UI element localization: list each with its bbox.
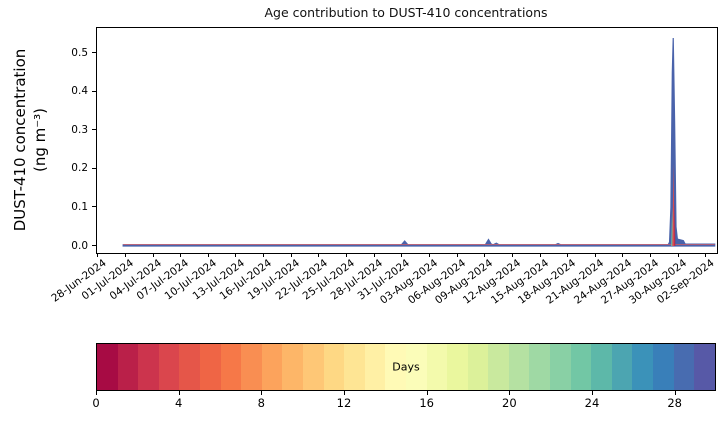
y-tick-label: 0.0	[71, 239, 88, 252]
y-axis-label: DUST-410 concentration (ng m⁻³)	[11, 49, 51, 232]
colorbar-tick-mark	[96, 391, 97, 395]
x-tick-mark	[235, 253, 237, 257]
plot-canvas	[122, 38, 716, 247]
colorbar-tick-label: 4	[174, 396, 183, 410]
x-tick-mark	[318, 253, 320, 257]
colorbar-step	[591, 344, 612, 390]
colorbar-tick-label: 20	[502, 396, 517, 410]
x-tick-mark	[428, 253, 430, 257]
colorbar: Days	[96, 343, 716, 391]
x-tick-mark	[290, 253, 292, 257]
colorbar-tick-label: 12	[336, 396, 352, 410]
y-tick-label: 0.5	[71, 46, 88, 59]
colorbar-step	[138, 344, 159, 390]
x-tick-mark	[263, 253, 265, 257]
colorbar-tick-mark	[178, 391, 180, 395]
colorbar-step	[508, 344, 530, 390]
colorbar-step	[220, 344, 242, 390]
colorbar-step	[199, 344, 221, 390]
colorbar-tick-label: 0	[92, 396, 100, 410]
x-tick-mark	[677, 253, 679, 257]
colorbar-tick-label: 16	[419, 396, 434, 410]
colorbar-step	[426, 344, 448, 390]
x-tick-mark	[207, 253, 209, 257]
y-tick-mark	[92, 167, 96, 169]
colorbar-step	[97, 344, 118, 390]
x-tick-mark	[511, 253, 513, 257]
layer-old-age-envelope-blue	[122, 38, 716, 247]
layer-youngest-age-spike-sliver-darkred	[674, 195, 676, 247]
colorbar-step	[405, 344, 427, 390]
colorbar-step	[241, 344, 262, 390]
colorbar-tick-mark	[674, 391, 676, 395]
layer-young-age-baseline-ribbon-red	[123, 244, 715, 245]
colorbar-step	[570, 344, 592, 390]
colorbar-step	[344, 344, 365, 390]
x-tick-mark	[180, 253, 182, 257]
colorbar-step	[117, 344, 139, 390]
colorbar-step	[550, 344, 571, 390]
x-tick-mark	[594, 253, 596, 257]
x-tick-mark	[484, 253, 486, 257]
x-tick-mark	[650, 253, 652, 257]
colorbar-step	[488, 344, 509, 390]
x-tick-mark	[539, 253, 541, 257]
x-tick-mark	[373, 253, 375, 257]
colorbar-step	[323, 344, 345, 390]
colorbar-tick-mark	[261, 391, 263, 395]
y-tick-mark	[92, 245, 96, 247]
colorbar-step	[385, 344, 406, 390]
x-tick-mark	[401, 253, 403, 257]
chart-title: Age contribution to DUST-410 concentrati…	[264, 5, 548, 20]
x-tick-mark	[124, 253, 126, 257]
colorbar-step	[158, 344, 180, 390]
x-tick-mark	[97, 253, 99, 257]
x-tick-mark	[622, 253, 624, 257]
colorbar-tick-mark	[509, 391, 511, 395]
x-tick-mark	[567, 253, 569, 257]
colorbar-step	[611, 344, 633, 390]
colorbar-step	[632, 344, 654, 390]
colorbar-tick-label: 28	[667, 396, 682, 410]
colorbar-step	[673, 344, 695, 390]
colorbar-step	[179, 344, 200, 390]
x-tick-mark	[152, 253, 154, 257]
colorbar-tick-label: 24	[584, 396, 600, 410]
colorbar-step	[447, 344, 468, 390]
colorbar-step	[694, 344, 715, 390]
x-tick-mark	[346, 253, 348, 257]
colorbar-tick-mark	[592, 391, 593, 395]
colorbar-step	[302, 344, 324, 390]
colorbar-step	[261, 344, 283, 390]
y-tick-label: 0.1	[71, 200, 88, 213]
y-tick-label: 0.3	[71, 123, 88, 136]
colorbar-step	[282, 344, 303, 390]
y-tick-mark	[92, 52, 96, 54]
y-tick-label: 0.4	[71, 85, 88, 98]
y-tick-mark	[92, 206, 96, 208]
x-tick-mark	[456, 253, 458, 257]
y-tick-mark	[92, 90, 96, 92]
layer-young-age-spike-core-red	[672, 163, 675, 247]
x-tick-mark	[705, 253, 707, 257]
colorbar-step	[364, 344, 386, 390]
colorbar-step	[467, 344, 489, 390]
colorbar-label: Days	[392, 360, 420, 374]
colorbar-tick-mark	[344, 391, 345, 395]
y-tick-mark	[92, 129, 96, 131]
colorbar-tick-label: 8	[257, 396, 265, 410]
y-tick-label: 0.2	[71, 162, 88, 175]
plot-area	[96, 27, 718, 254]
colorbar-step	[653, 344, 674, 390]
colorbar-gradient	[97, 344, 715, 390]
y-axis-label-line1: DUST-410 concentration	[11, 48, 30, 232]
colorbar-tick-mark	[426, 391, 428, 395]
colorbar-step	[529, 344, 551, 390]
